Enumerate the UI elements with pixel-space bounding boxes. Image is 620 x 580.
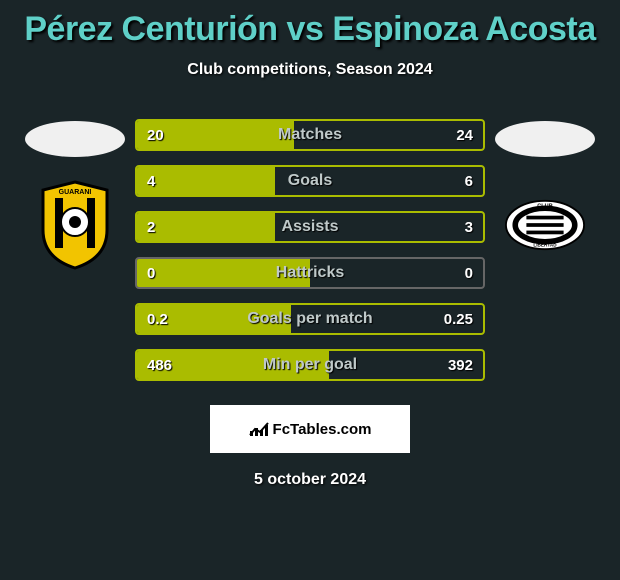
- stat-left-bar: [137, 213, 275, 241]
- stat-label: Hattricks: [276, 264, 344, 282]
- libertad-badge-icon: CLUB LIBERTAD: [505, 190, 585, 260]
- stat-row: 4 Goals 6: [135, 165, 485, 197]
- stat-row: 486 Min per goal 392: [135, 349, 485, 381]
- stats-area: GUARANI 20 Matches 24 4 Goals 6 2 Assists 3 0 Hatt…: [0, 119, 620, 395]
- attribution-box: FcTables.com: [210, 405, 410, 453]
- guarani-shield-icon: GUARANI: [35, 180, 115, 270]
- svg-text:CLUB: CLUB: [537, 203, 553, 209]
- stat-value-right: 24: [456, 127, 473, 144]
- right-player-column: CLUB LIBERTAD: [495, 119, 595, 265]
- stat-value-left: 4: [147, 173, 155, 190]
- title-player-right: Espinoza Acosta: [332, 10, 595, 48]
- stat-value-right: 392: [448, 357, 473, 374]
- stat-value-left: 2: [147, 219, 155, 236]
- stat-label: Min per goal: [263, 356, 357, 374]
- stats-bars: 20 Matches 24 4 Goals 6 2 Assists 3 0 Hattricks 0 0.…: [135, 119, 485, 395]
- stat-label: Assists: [282, 218, 339, 236]
- stat-row: 0 Hattricks 0: [135, 257, 485, 289]
- comparison-title: Pérez Centurión vs Espinoza Acosta: [0, 10, 620, 49]
- stat-row: 20 Matches 24: [135, 119, 485, 151]
- left-player-portrait-placeholder: [25, 121, 125, 157]
- stat-label: Matches: [278, 126, 342, 144]
- stat-left-bar: [137, 167, 275, 195]
- left-club-badge: GUARANI: [35, 185, 115, 265]
- title-player-left: Pérez Centurión: [24, 10, 277, 48]
- comparison-container: Pérez Centurión vs Espinoza Acosta Club …: [0, 0, 620, 489]
- svg-text:LIBERTAD: LIBERTAD: [533, 242, 557, 247]
- right-club-badge: CLUB LIBERTAD: [505, 185, 585, 265]
- stat-value-right: 6: [465, 173, 473, 190]
- stat-value-left: 20: [147, 127, 164, 144]
- stat-value-right: 0: [465, 265, 473, 282]
- stat-row: 0.2 Goals per match 0.25: [135, 303, 485, 335]
- attribution-text: FcTables.com: [273, 421, 372, 438]
- left-player-column: GUARANI: [25, 119, 125, 265]
- title-vs: vs: [287, 10, 324, 48]
- stat-value-left: 486: [147, 357, 172, 374]
- stat-label: Goals: [288, 172, 332, 190]
- stat-value-right: 3: [465, 219, 473, 236]
- fctables-logo-icon: [249, 421, 269, 437]
- right-player-portrait-placeholder: [495, 121, 595, 157]
- svg-text:GUARANI: GUARANI: [59, 189, 92, 196]
- stat-value-left: 0.2: [147, 311, 168, 328]
- stat-value-right: 0.25: [444, 311, 473, 328]
- subtitle: Club competitions, Season 2024: [0, 61, 620, 79]
- stat-value-left: 0: [147, 265, 155, 282]
- date: 5 october 2024: [0, 471, 620, 489]
- stat-label: Goals per match: [247, 310, 372, 328]
- stat-row: 2 Assists 3: [135, 211, 485, 243]
